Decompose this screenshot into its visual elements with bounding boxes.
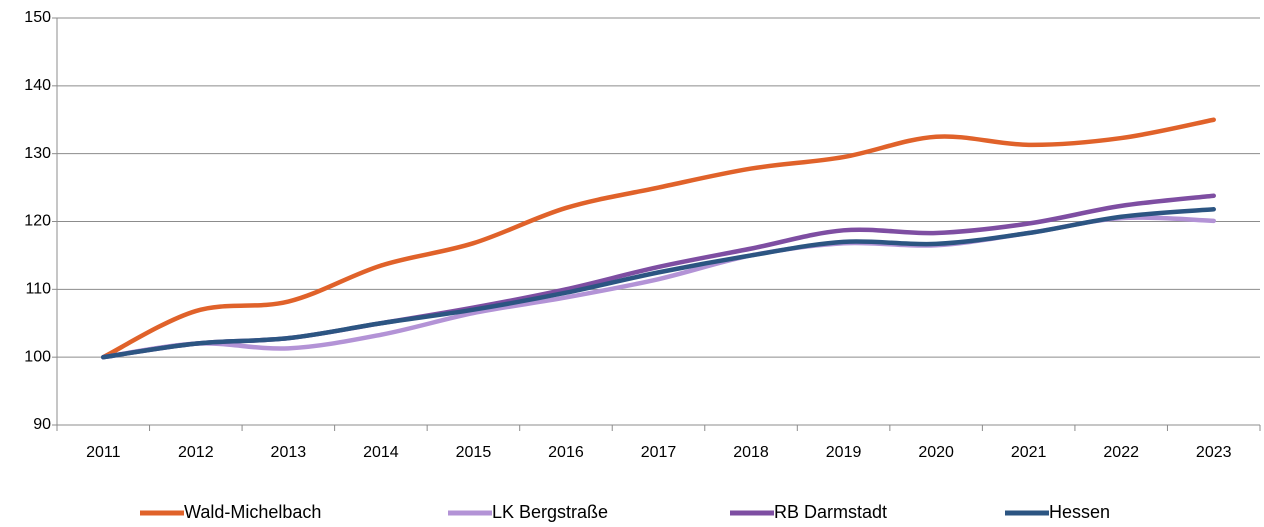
x-tick-label: 2012 [178, 444, 214, 461]
series-line [101, 207, 1216, 360]
legend-label: Wald-Michelbach [184, 502, 321, 522]
x-tick-label: 2013 [271, 444, 307, 461]
legend-label: Hessen [1049, 502, 1110, 522]
x-tick-label: 2020 [918, 444, 954, 461]
x-tick-label: 2021 [1011, 444, 1047, 461]
x-tick-label: 2023 [1196, 444, 1232, 461]
y-tick-label: 130 [24, 145, 51, 162]
series-line [101, 117, 1216, 360]
x-tick-label: 2011 [86, 444, 121, 461]
x-tick-label: 2018 [733, 444, 769, 461]
x-tick-label: 2014 [363, 444, 399, 461]
legend-label: RB Darmstadt [774, 502, 887, 522]
x-tick-label: 2017 [641, 444, 677, 461]
y-tick-label: 150 [24, 9, 51, 26]
y-tick-label: 140 [24, 77, 51, 94]
legend-label: LK Bergstraße [492, 502, 608, 522]
series-line [101, 193, 1216, 360]
series-line [101, 215, 1216, 360]
x-tick-label: 2022 [1103, 444, 1139, 461]
y-tick-label: 90 [33, 416, 51, 433]
x-tick-label: 2015 [456, 444, 492, 461]
y-tick-label: 100 [24, 348, 51, 365]
x-tick-label: 2016 [548, 444, 584, 461]
y-tick-label: 120 [24, 213, 51, 230]
x-tick-label: 2019 [826, 444, 862, 461]
y-tick-label: 110 [25, 281, 51, 298]
